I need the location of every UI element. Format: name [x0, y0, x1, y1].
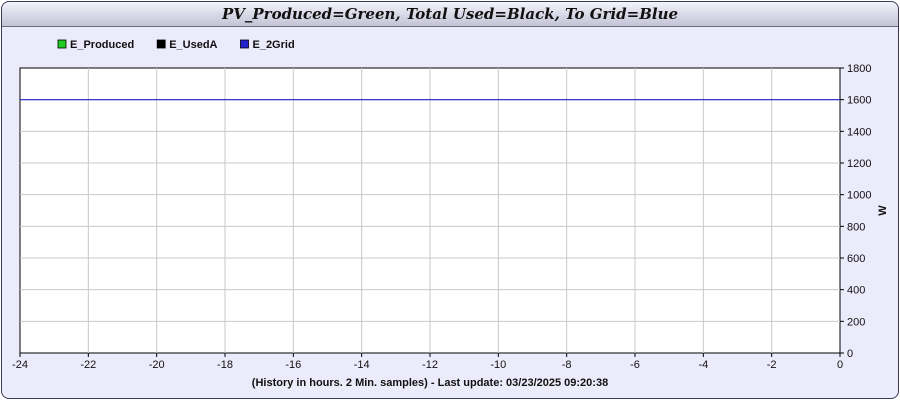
legend-swatch — [57, 39, 67, 49]
legend-label: E_2Grid — [252, 39, 294, 51]
legend-label: E_Produced — [70, 39, 134, 51]
x-tick-label: -14 — [354, 359, 370, 371]
y-tick-label: 1800 — [847, 63, 871, 75]
y-tick-label: 400 — [847, 285, 865, 297]
chart-title: PV_Produced=Green, Total Used=Black, To … — [221, 5, 679, 23]
x-tick-label: -18 — [217, 359, 233, 371]
x-tick-label: -6 — [630, 359, 640, 371]
y-tick-label: 1000 — [847, 190, 871, 202]
y-tick-label: 200 — [847, 316, 865, 328]
legend-swatch — [156, 39, 166, 49]
x-tick-label: -24 — [12, 359, 28, 371]
y-axis-ticks: 0 200 400 600 800 1000 1200 1400 1600 1800 — [840, 63, 871, 360]
chart-title-bar: PV_Produced=Green, Total Used=Black, To … — [2, 2, 898, 27]
y-tick-label: 1200 — [847, 158, 871, 170]
x-tick-label: -22 — [80, 359, 96, 371]
y-tick-label: 0 — [847, 348, 853, 360]
x-axis-ticks: -24 -22 -20 -18 -16 -14 -12 -10 -8 -6 -4 -2 0 — [12, 353, 843, 371]
y-tick-label: 800 — [847, 221, 865, 233]
x-tick-label: -4 — [698, 359, 708, 371]
legend: E_Produced E_UsedA E_2Grid — [57, 39, 295, 51]
y-tick-label: 600 — [847, 253, 865, 265]
y-tick-label: 1600 — [847, 95, 871, 107]
x-tick-label: -12 — [422, 359, 438, 371]
y-axis-label: W — [877, 205, 889, 216]
x-tick-label: -2 — [767, 359, 777, 371]
x-tick-label: 0 — [837, 359, 843, 371]
x-tick-label: -16 — [285, 359, 301, 371]
x-axis-label: (History in hours. 2 Min. samples) - Las… — [252, 377, 608, 389]
legend-label: E_UsedA — [169, 39, 217, 51]
x-tick-label: -8 — [562, 359, 572, 371]
legend-swatch — [240, 39, 249, 49]
x-tick-label: -20 — [149, 359, 165, 371]
y-tick-label: 1400 — [847, 126, 871, 138]
x-tick-label: -10 — [490, 359, 506, 371]
grid-lines — [20, 68, 840, 353]
